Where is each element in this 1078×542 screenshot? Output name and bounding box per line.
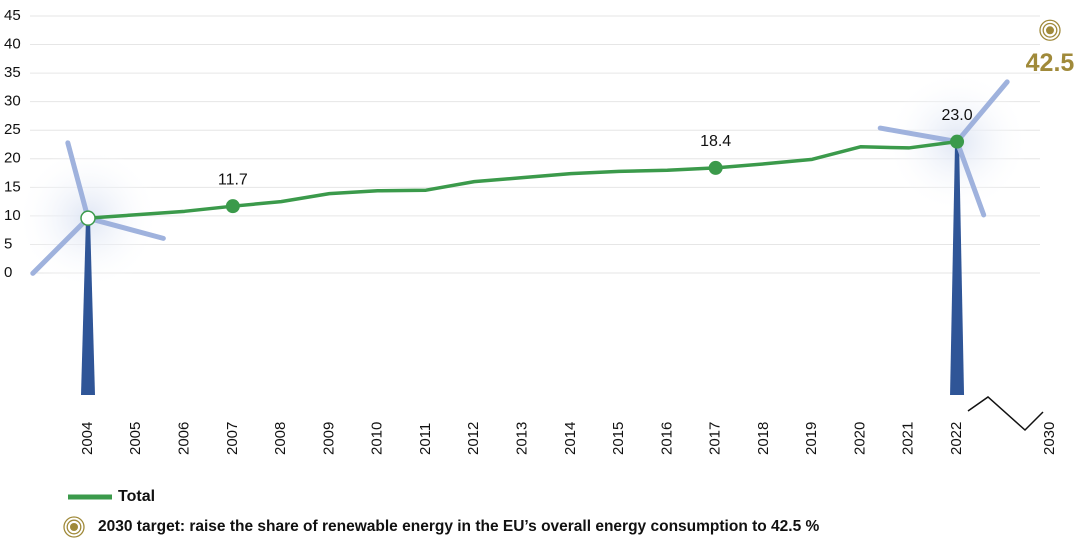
x-tick-label: 2017 <box>707 422 724 455</box>
turbine-blade <box>30 215 91 276</box>
x-tick-label: 2014 <box>562 422 579 455</box>
turbine-blade <box>85 215 166 241</box>
x-tick-label: 2030 <box>1041 422 1058 455</box>
x-tick-label: 2019 <box>803 422 820 455</box>
y-tick-label: 40 <box>4 36 21 53</box>
target-note: 2030 target: raise the share of renewabl… <box>98 518 819 535</box>
point-marker <box>225 199 240 214</box>
x-tick-label: 2020 <box>851 422 868 455</box>
y-tick-label: 0 <box>4 264 12 281</box>
x-tick-label: 2005 <box>127 422 144 455</box>
target-ring <box>66 519 82 535</box>
plot: 2004 2005 2006 2007 2008 2009 2010 2011 2012 2013… <box>79 19 1075 455</box>
x-tick-label: 2009 <box>320 422 337 455</box>
turbine-tower <box>81 218 95 395</box>
turbine-tower <box>950 141 965 395</box>
point-marker <box>950 134 965 149</box>
value-label: 23.0 <box>941 107 972 124</box>
y-tick-label: 15 <box>4 178 21 195</box>
point-marker <box>708 160 723 175</box>
x-tick-label: 2007 <box>224 422 241 455</box>
x-tick-label: 2010 <box>369 422 386 455</box>
x-tick-label: 2013 <box>513 422 530 455</box>
legend-label: Total <box>118 488 155 505</box>
turbine-blade <box>877 125 960 145</box>
y-tick-label: 5 <box>4 235 12 252</box>
y-tick-label: 20 <box>4 150 21 167</box>
x-tick-label: 2022 <box>948 422 965 455</box>
x-tick-label: 2015 <box>610 422 627 455</box>
value-label: 18.4 <box>700 133 731 150</box>
target-dot <box>70 523 78 531</box>
legend-target-icon <box>63 516 85 538</box>
target-ring <box>63 516 85 538</box>
turbine-blade <box>954 79 1010 145</box>
x-tick-label: 2011 <box>417 423 434 455</box>
y-tick-label: 45 <box>4 7 21 24</box>
x-tick-label: 2006 <box>176 422 193 455</box>
value-label: 11.7 <box>218 171 248 188</box>
y-tick-label: 30 <box>4 93 21 110</box>
start-marker <box>80 210 96 226</box>
turbines <box>16 69 1030 395</box>
turbine-blade <box>65 140 91 221</box>
target-label: 42.5 <box>1026 49 1075 77</box>
target-ring <box>1042 22 1058 38</box>
x-tick-label: 2008 <box>272 422 289 455</box>
y-tick-label: 35 <box>4 64 21 81</box>
x-tick-label: 2012 <box>465 422 482 455</box>
x-tick-label: 2004 <box>79 422 96 455</box>
y-tick-label: 25 <box>4 121 21 138</box>
x-tick-label: 2021 <box>900 422 917 455</box>
target-ring <box>1039 19 1061 41</box>
x-tick-label: 2018 <box>755 422 772 455</box>
turbine-blade <box>954 139 987 218</box>
axis-break <box>967 396 1044 432</box>
target-dot <box>1046 26 1054 35</box>
x-tick-label: 2016 <box>658 422 675 455</box>
